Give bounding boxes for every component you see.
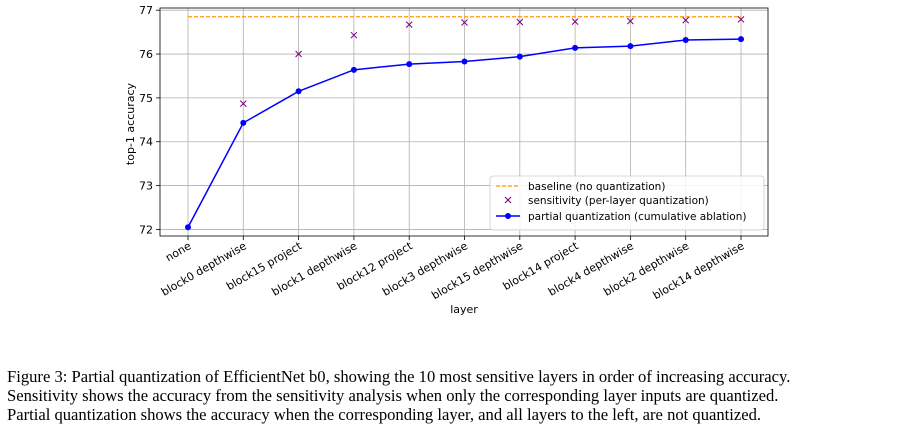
sensitivity-point — [516, 18, 524, 26]
partial-quantization-point — [738, 36, 744, 43]
sensitivity-point — [405, 21, 413, 29]
sensitivity-point — [295, 50, 302, 58]
caption-line: Sensitivity shows the accuracy from the … — [7, 386, 779, 405]
caption-line: Partial quantization shows the accuracy … — [7, 405, 762, 424]
x-tick-label: block15 depthwise — [429, 239, 525, 302]
x-tick-label: none — [163, 239, 193, 264]
sensitivity-point — [682, 16, 690, 24]
sensitivity-point — [461, 19, 468, 26]
y-tick-label: 76 — [139, 48, 153, 61]
partial-quantization-point — [682, 37, 689, 44]
partial-quantization-point — [461, 58, 468, 65]
partial-quantization-point — [350, 66, 357, 73]
y-tick-label: 77 — [139, 4, 153, 17]
sensitivity-point — [627, 17, 634, 25]
partial-quantization-point — [516, 53, 523, 60]
partial-quantization-point — [572, 44, 579, 51]
partial-quantization-point — [240, 119, 247, 126]
figure-caption: Figure 3: Partial quantization of Effici… — [7, 367, 897, 424]
legend-box — [489, 175, 765, 231]
partial-quantization-point — [627, 43, 634, 50]
plot-frame — [159, 7, 769, 237]
y-tick-label: 73 — [139, 180, 153, 193]
x-tick-label: block14 depthwise — [651, 239, 747, 302]
sensitivity-point — [571, 18, 579, 25]
y-axis-label: top-1 accuracy — [124, 82, 137, 165]
x-axis-label: layer — [450, 303, 478, 316]
y-tick-label: 74 — [139, 136, 153, 149]
legend-baseline-label: baseline (no quantization) — [528, 181, 665, 193]
sensitivity-point — [737, 16, 745, 23]
legend-partial-swatch — [496, 213, 520, 219]
caption-line: Figure 3: Partial quantization of Effici… — [7, 367, 791, 386]
partial-quantization-point — [295, 88, 302, 95]
legend-sensitivity-swatch — [504, 196, 512, 204]
legend-partial-label: partial quantization (cumulative ablatio… — [528, 211, 746, 223]
legend: baseline (no quantization) sensitivity (… — [489, 175, 765, 231]
y-tick-label: 75 — [139, 92, 153, 105]
partial-quantization-point — [406, 61, 413, 68]
y-tick-label: 72 — [139, 223, 153, 236]
sensitivity-point — [350, 31, 358, 39]
partial-quantization-point — [185, 224, 191, 231]
legend-sensitivity-label: sensitivity (per-layer quantization) — [528, 195, 709, 207]
sensitivity-point — [239, 100, 247, 107]
data-marks — [185, 16, 745, 231]
